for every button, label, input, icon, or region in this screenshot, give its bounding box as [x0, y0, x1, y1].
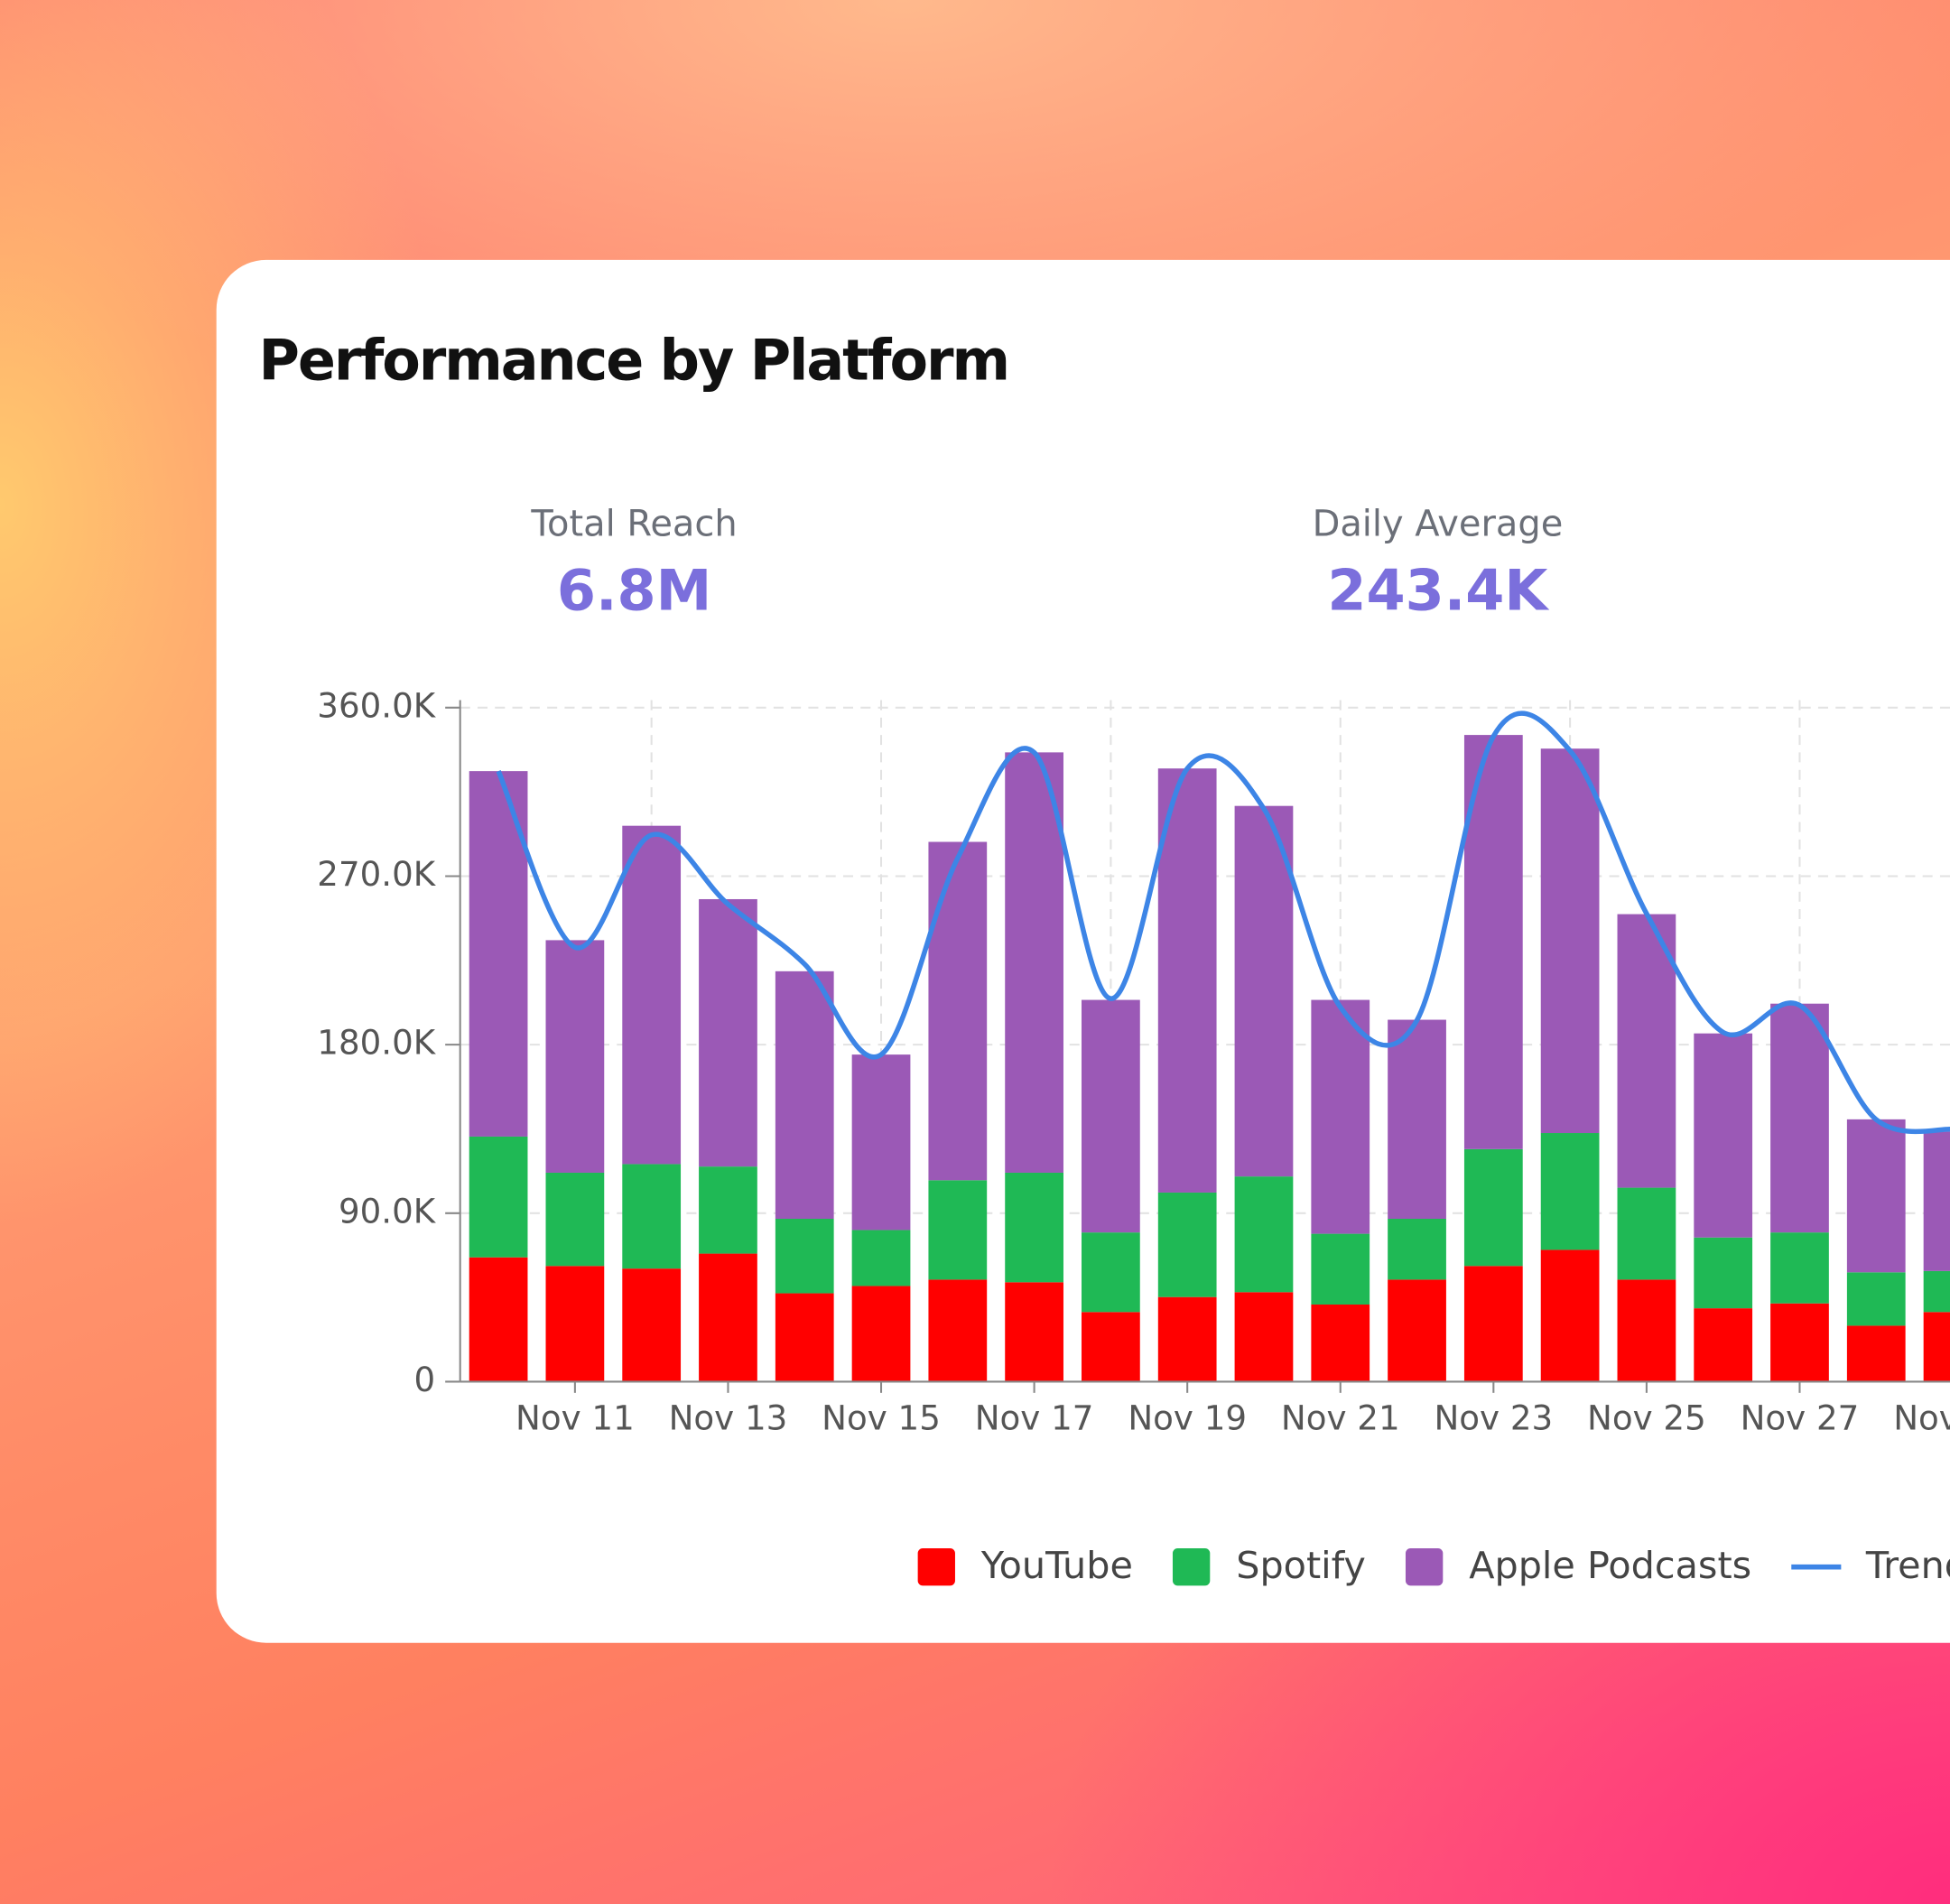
- bar-segment: [1311, 1233, 1370, 1305]
- bar-segment: [1082, 1312, 1140, 1382]
- legend-label: Apple Podcasts: [1469, 1544, 1751, 1587]
- bar-segment: [1463, 1266, 1523, 1382]
- bar-segment: [469, 1257, 528, 1382]
- x-tick-label: Nov 21: [1281, 1398, 1400, 1438]
- bar-segment: [1770, 1232, 1829, 1304]
- bar-segment: [1005, 1282, 1063, 1382]
- x-tick-label: Nov 13: [669, 1398, 788, 1438]
- bar-segment: [1157, 1296, 1217, 1382]
- x-tick-label: Nov 19: [1128, 1398, 1247, 1438]
- bar-segment: [1005, 752, 1063, 1173]
- bar-segment: [1234, 805, 1294, 1177]
- bar-segment: [928, 1279, 988, 1382]
- x-tick-label: Nov 11: [515, 1398, 635, 1438]
- bar-segment: [1082, 1232, 1140, 1313]
- bar-segment: [1846, 1272, 1906, 1326]
- legend-swatch: [1405, 1548, 1444, 1586]
- bar-segment: [1617, 1279, 1676, 1382]
- bar-segment: [1388, 1279, 1446, 1382]
- bar-segment: [1157, 768, 1217, 1193]
- bar-segment: [1234, 1292, 1294, 1382]
- bar-segment: [545, 940, 605, 1173]
- bar-segment: [545, 1266, 605, 1382]
- x-tick-label: Nov 17: [975, 1398, 1094, 1438]
- kpi-value: 6.8M: [557, 558, 711, 624]
- bar-segment: [928, 841, 988, 1181]
- bar-segment: [469, 1136, 528, 1258]
- bar-segment: [851, 1286, 911, 1382]
- bar-segment: [1005, 1172, 1063, 1283]
- bar-segment: [1923, 1131, 1950, 1271]
- legend-label: Spotify: [1236, 1544, 1366, 1587]
- bar-segment: [1388, 1219, 1446, 1280]
- bar-segment: [1311, 1304, 1370, 1382]
- bar-segment: [699, 1253, 757, 1382]
- kpi-value: 243.4K: [1327, 558, 1549, 624]
- bar-segment: [1157, 1192, 1217, 1297]
- bar-segment: [545, 1172, 605, 1267]
- bar-segment: [1540, 748, 1600, 1134]
- y-tick-label: 270.0K: [317, 854, 436, 894]
- x-tick-label: Nov 15: [822, 1398, 941, 1438]
- bar-segment: [699, 898, 757, 1167]
- y-tick-label: 360.0K: [317, 685, 436, 725]
- x-tick-label: Nov 29: [1893, 1398, 1950, 1438]
- x-tick-label: Nov 27: [1741, 1398, 1860, 1438]
- y-tick-label: 180.0K: [317, 1023, 436, 1063]
- bar-segment: [1540, 1249, 1600, 1382]
- bar-segment: [1846, 1325, 1906, 1382]
- bar-segment: [1694, 1033, 1753, 1238]
- bar-segment: [1082, 999, 1140, 1233]
- kpi-label: Daily Average: [1313, 504, 1564, 545]
- y-tick-label: 0: [413, 1360, 435, 1399]
- bar-segment: [1923, 1312, 1950, 1382]
- bar-segment: [775, 1293, 834, 1382]
- bar-segment: [622, 825, 682, 1165]
- legend-label: Trend: [1865, 1544, 1950, 1587]
- x-tick-label: Nov 25: [1587, 1398, 1706, 1438]
- legend-swatch: [1172, 1548, 1211, 1586]
- bar-segment: [1694, 1308, 1753, 1382]
- legend-label: YouTube: [980, 1544, 1133, 1587]
- trend-line: [496, 711, 1950, 1135]
- bar-segment: [775, 1219, 834, 1294]
- bar-segment: [699, 1166, 757, 1254]
- bar-segment: [1770, 1003, 1829, 1233]
- bar-segment: [1846, 1119, 1906, 1273]
- bar-segment: [775, 971, 834, 1220]
- bar-segment: [1540, 1133, 1600, 1250]
- y-tick-label: 90.0K: [339, 1191, 437, 1231]
- bar-segment: [1388, 1019, 1446, 1220]
- bar-segment: [851, 1054, 911, 1231]
- bar-segment: [851, 1230, 911, 1286]
- legend-swatch: [917, 1548, 955, 1586]
- bar-segment: [622, 1268, 682, 1382]
- kpi-label: Total Reach: [530, 504, 737, 545]
- bar-segment: [1617, 914, 1676, 1188]
- bar-segment: [1770, 1303, 1829, 1382]
- bar-segment: [1923, 1270, 1950, 1313]
- bar-segment: [1234, 1176, 1294, 1293]
- chart-title: Performance by Platform: [259, 328, 1009, 394]
- bar-segment: [622, 1164, 682, 1269]
- x-tick-label: Nov 23: [1434, 1398, 1553, 1438]
- bar-segment: [1311, 999, 1370, 1234]
- bar-segment: [1463, 1148, 1523, 1267]
- bar-segment: [928, 1180, 988, 1280]
- bar-segment: [1617, 1187, 1676, 1280]
- bar-segment: [1694, 1237, 1753, 1309]
